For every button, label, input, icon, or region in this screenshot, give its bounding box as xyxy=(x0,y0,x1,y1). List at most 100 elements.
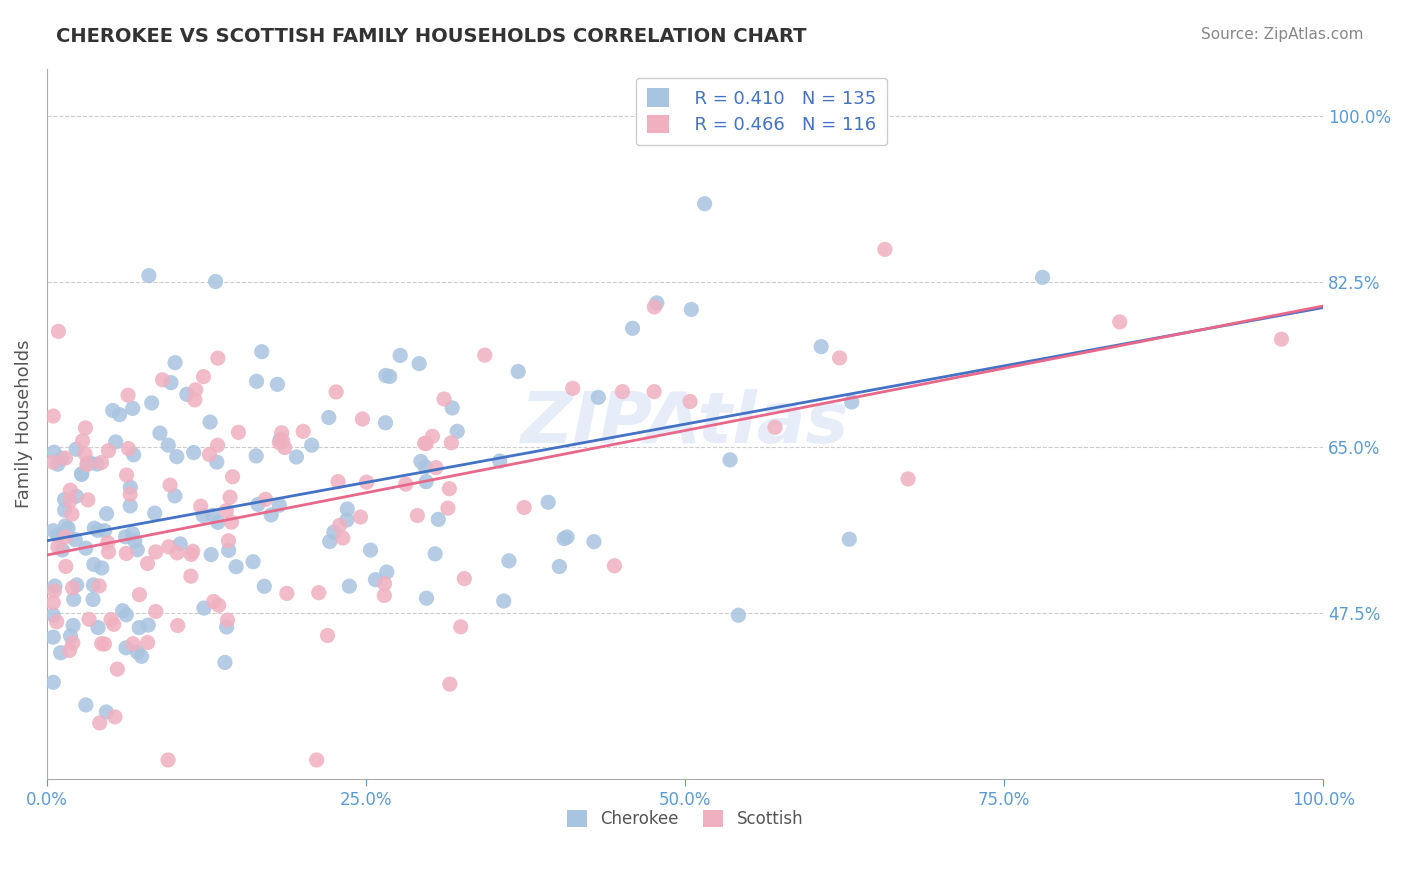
Point xyxy=(873,243,896,257)
Point xyxy=(66,578,89,592)
Point xyxy=(42,596,65,610)
Point xyxy=(149,426,172,441)
Point xyxy=(395,477,418,491)
Text: Source: ZipAtlas.com: Source: ZipAtlas.com xyxy=(1201,27,1364,42)
Point xyxy=(406,508,429,523)
Point xyxy=(269,433,291,447)
Point xyxy=(408,357,430,371)
Point xyxy=(326,475,349,489)
Point xyxy=(44,579,66,593)
Point xyxy=(157,753,180,767)
Point xyxy=(45,615,67,629)
Point xyxy=(184,383,207,397)
Point xyxy=(104,710,127,724)
Point xyxy=(127,645,149,659)
Point xyxy=(513,500,536,515)
Point xyxy=(163,356,186,370)
Point xyxy=(305,753,328,767)
Point xyxy=(207,351,229,366)
Point xyxy=(336,502,359,516)
Point xyxy=(101,403,124,417)
Point xyxy=(439,677,461,691)
Point xyxy=(115,468,138,483)
Point xyxy=(266,377,288,392)
Point xyxy=(378,369,401,384)
Point xyxy=(115,640,138,655)
Point xyxy=(82,578,104,592)
Point xyxy=(242,555,264,569)
Point xyxy=(59,483,82,498)
Point xyxy=(250,344,273,359)
Point xyxy=(108,408,131,422)
Point xyxy=(427,512,450,526)
Point xyxy=(364,573,387,587)
Point xyxy=(157,540,180,554)
Point xyxy=(44,583,66,598)
Point xyxy=(136,635,159,649)
Point xyxy=(62,618,84,632)
Point xyxy=(553,532,575,546)
Point xyxy=(70,467,93,482)
Point xyxy=(271,434,294,448)
Point xyxy=(76,492,98,507)
Point xyxy=(166,618,188,632)
Point xyxy=(90,561,112,575)
Point xyxy=(218,543,240,558)
Point xyxy=(136,618,159,632)
Point xyxy=(184,392,207,407)
Point xyxy=(97,443,120,458)
Point xyxy=(42,455,65,469)
Point xyxy=(374,368,396,383)
Point xyxy=(582,534,605,549)
Point xyxy=(260,508,283,522)
Point xyxy=(89,579,111,593)
Point xyxy=(492,594,515,608)
Y-axis label: Family Households: Family Households xyxy=(15,340,32,508)
Point xyxy=(180,569,202,583)
Point xyxy=(221,515,243,529)
Point xyxy=(374,576,396,591)
Point xyxy=(62,592,84,607)
Point xyxy=(166,546,188,560)
Point xyxy=(87,524,110,538)
Point xyxy=(42,630,65,644)
Point xyxy=(121,526,143,541)
Point xyxy=(202,594,225,608)
Point xyxy=(111,604,134,618)
Point xyxy=(727,608,749,623)
Point xyxy=(193,508,215,523)
Point xyxy=(131,649,153,664)
Point xyxy=(1270,332,1292,346)
Point xyxy=(841,395,863,409)
Point xyxy=(42,607,65,622)
Point xyxy=(415,459,437,474)
Point xyxy=(450,620,472,634)
Point xyxy=(114,530,136,544)
Point xyxy=(273,441,295,455)
Point xyxy=(65,442,87,457)
Point xyxy=(51,451,73,466)
Point xyxy=(128,621,150,635)
Point xyxy=(42,524,65,538)
Point xyxy=(70,467,93,481)
Point xyxy=(93,637,115,651)
Point xyxy=(56,521,79,535)
Point xyxy=(159,478,181,492)
Point xyxy=(681,302,703,317)
Point xyxy=(225,559,247,574)
Point xyxy=(319,534,342,549)
Point xyxy=(415,591,437,606)
Point xyxy=(115,607,138,622)
Point xyxy=(205,455,228,469)
Text: CHEROKEE VS SCOTTISH FAMILY HOUSEHOLDS CORRELATION CHART: CHEROKEE VS SCOTTISH FAMILY HOUSEHOLDS C… xyxy=(56,27,807,45)
Point xyxy=(97,545,120,559)
Point xyxy=(269,498,291,512)
Point xyxy=(603,558,626,573)
Point xyxy=(488,454,510,468)
Point xyxy=(157,438,180,452)
Point xyxy=(612,384,634,399)
Point xyxy=(169,537,191,551)
Point xyxy=(93,524,115,538)
Point xyxy=(325,384,347,399)
Point xyxy=(537,495,560,509)
